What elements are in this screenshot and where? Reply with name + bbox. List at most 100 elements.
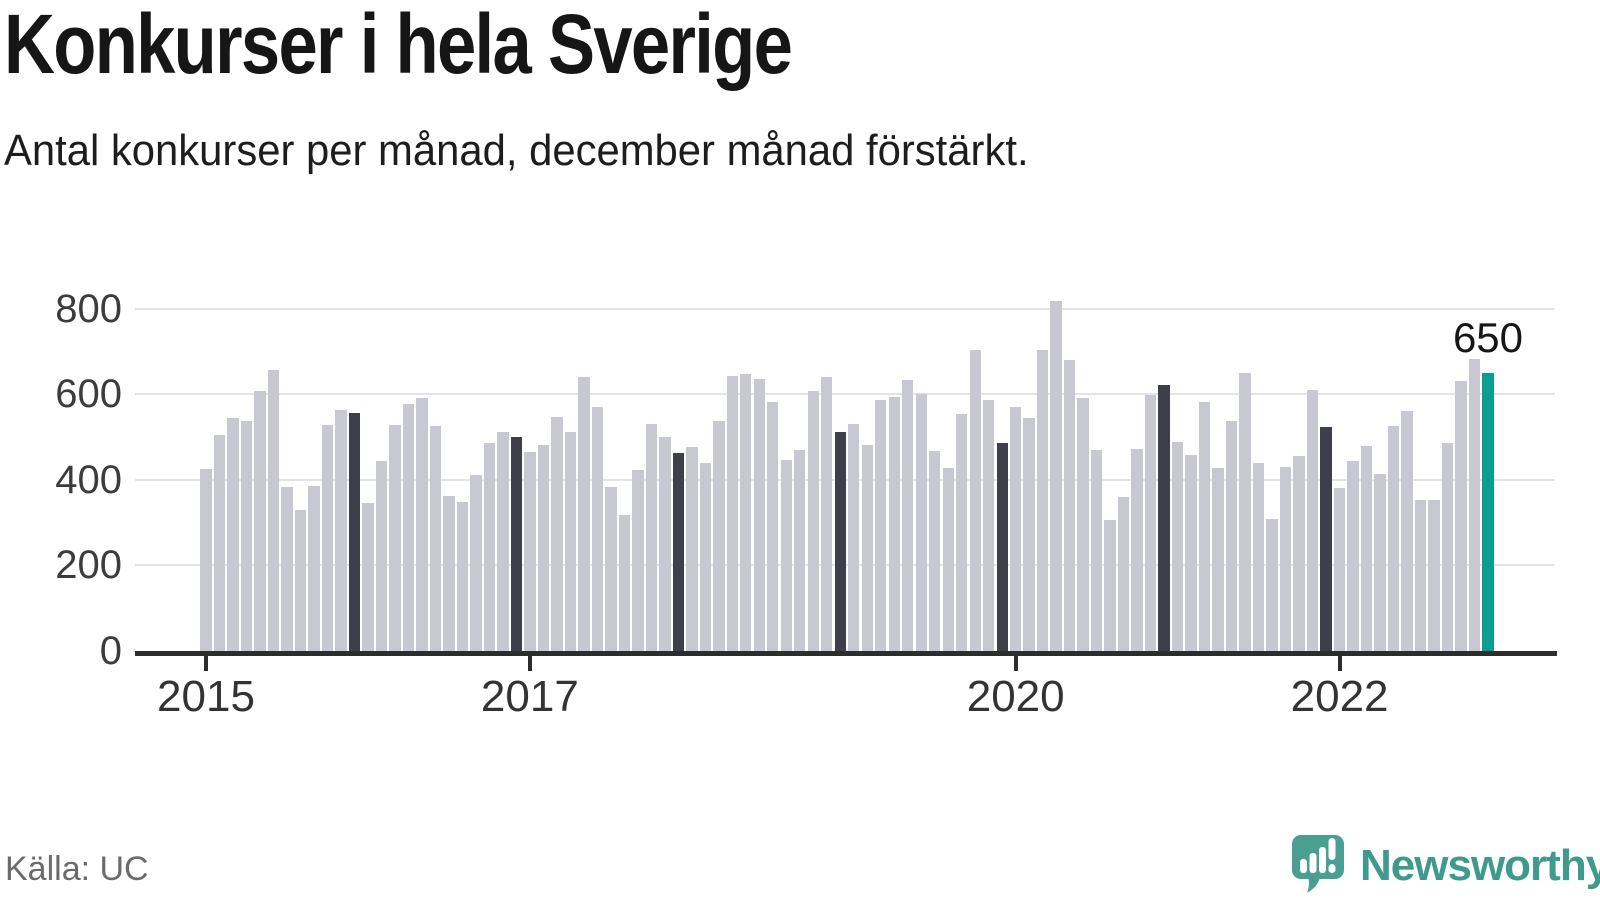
bar-2017-06 <box>591 407 604 651</box>
bar-2021-12 <box>1320 427 1332 651</box>
bar-2015-11 <box>335 409 347 651</box>
bar-2019-01 <box>848 424 860 651</box>
bar-2016-12 <box>510 436 523 651</box>
bar-2017-09 <box>632 469 644 651</box>
bar-2015-12 <box>348 412 361 651</box>
bar-2019-03 <box>875 399 887 651</box>
bar-2019-07 <box>929 450 941 651</box>
brand-name: Newsworthy <box>1360 840 1600 890</box>
bar-2018-10 <box>807 390 819 651</box>
bar-2020-07 <box>1090 450 1103 651</box>
bar-2022-04 <box>1374 474 1386 651</box>
bar-2022-03 <box>1360 445 1373 651</box>
bar-2016-11 <box>497 432 509 651</box>
bar-2016-10 <box>483 442 496 651</box>
bar-2021-09 <box>1279 466 1292 651</box>
bar-2017-02 <box>537 445 550 651</box>
bar-2022-08 <box>1428 499 1440 651</box>
bar-2016-01 <box>362 503 374 651</box>
bar-2016-06 <box>429 426 442 651</box>
last-bar-value-label: 650 <box>1452 314 1524 361</box>
bar-2016-09 <box>470 475 482 651</box>
bar-2017-05 <box>578 377 590 651</box>
bar-2018-03 <box>713 420 725 651</box>
bar-2017-04 <box>564 432 577 651</box>
y-axis-tick-label: 600 <box>55 372 122 417</box>
bar-2019-06 <box>915 394 927 651</box>
bar-2022-02 <box>1347 460 1359 651</box>
page-title: Konkurser i hela Sverige <box>4 0 793 91</box>
bar-2018-08 <box>780 459 792 651</box>
bar-2018-06 <box>753 379 765 651</box>
bar-2016-08 <box>456 501 469 651</box>
x-axis-tick-label: 2015 <box>157 672 255 721</box>
bar-2018-07 <box>767 401 779 651</box>
bar-2022-06 <box>1401 411 1413 651</box>
bar-2021-11 <box>1306 389 1319 651</box>
bar-2017-10 <box>645 424 658 651</box>
y-gridline <box>135 393 1555 396</box>
bar-2016-03 <box>389 424 401 651</box>
bar-2020-10 <box>1131 448 1143 651</box>
bar-2019-08 <box>942 468 954 651</box>
bar-2021-07 <box>1252 463 1265 651</box>
bar-2020-09 <box>1117 497 1130 651</box>
bar-2022-05 <box>1387 426 1400 651</box>
bar-2015-05 <box>254 390 266 651</box>
bar-2015-01 <box>200 469 212 651</box>
bar-2019-10 <box>969 350 981 651</box>
bar-2015-04 <box>240 421 253 651</box>
bar-2015-02 <box>213 434 226 651</box>
bar-2021-04 <box>1212 468 1224 651</box>
y-axis-tick-label: 800 <box>55 286 122 331</box>
x-axis-tick <box>1013 656 1018 671</box>
bar-2021-01 <box>1171 441 1184 651</box>
x-axis-tick <box>527 656 532 671</box>
bar-2015-10 <box>321 424 334 651</box>
bar-2020-06 <box>1077 397 1089 651</box>
bar-2018-11 <box>821 377 833 651</box>
x-axis-tick <box>1337 656 1342 671</box>
bar-2017-01 <box>524 452 536 651</box>
x-axis-tick-label: 2020 <box>966 672 1065 721</box>
bar-2018-09 <box>794 450 806 651</box>
y-axis-tick-label: 400 <box>55 457 122 502</box>
x-axis-tick-label: 2022 <box>1290 672 1389 721</box>
x-axis-tick <box>204 656 208 671</box>
source-label: Källa: UC <box>5 850 149 888</box>
bar-2021-06 <box>1239 373 1251 651</box>
bar-2022-07 <box>1414 499 1427 651</box>
bar-2016-07 <box>443 495 455 651</box>
x-axis-tick-label: 2017 <box>480 672 579 721</box>
bar-2021-02 <box>1185 454 1197 651</box>
bar-2021-08 <box>1266 519 1278 651</box>
logo-bubble-shape <box>1292 835 1344 893</box>
bar-2017-08 <box>618 514 631 651</box>
bar-2015-08 <box>294 509 307 651</box>
bar-2016-05 <box>416 398 428 651</box>
bar-2017-11 <box>659 437 671 651</box>
bar-2022-12 <box>1482 372 1494 651</box>
bar-2019-09 <box>956 413 968 651</box>
bar-2018-12 <box>834 432 846 651</box>
bar-2022-09 <box>1441 443 1454 651</box>
bar-2020-05 <box>1063 359 1076 651</box>
y-gridline <box>135 307 1555 310</box>
bar-2019-11 <box>983 399 995 651</box>
bar-2017-07 <box>605 487 617 651</box>
bar-2017-03 <box>551 416 563 651</box>
bar-2020-12 <box>1158 384 1170 651</box>
bar-2018-02 <box>699 462 711 651</box>
bar-2022-10 <box>1455 381 1467 651</box>
bar-2020-04 <box>1050 301 1062 651</box>
bar-2019-04 <box>888 397 900 651</box>
bar-2018-01 <box>686 447 698 651</box>
bar-2016-04 <box>402 403 415 651</box>
newsworthy-speech-bubble-chart-icon <box>1288 832 1348 899</box>
chart-subtitle: Antal konkurser per månad, december måna… <box>4 126 1029 175</box>
bar-2022-01 <box>1333 487 1346 651</box>
bar-2018-05 <box>740 374 752 651</box>
bar-2016-02 <box>375 460 388 651</box>
bar-2020-11 <box>1144 394 1157 651</box>
